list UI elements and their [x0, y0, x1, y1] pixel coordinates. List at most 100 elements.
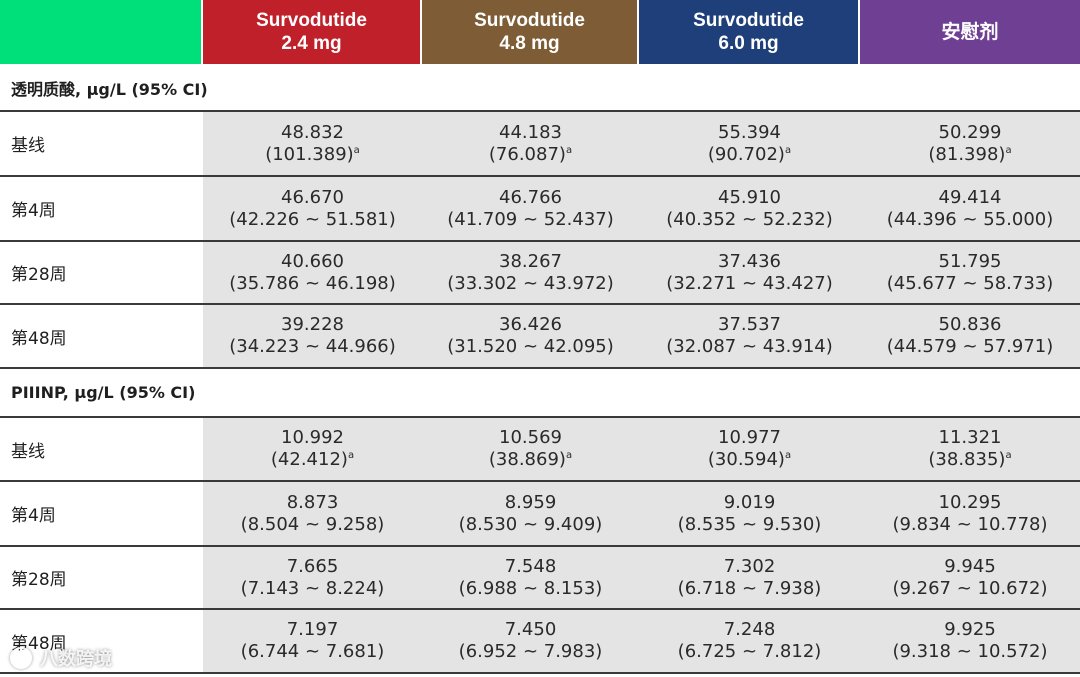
table-row: 第4周 8.873 (8.504 ~ 9.258) 8.959 (8.530 ~ 9… [0, 482, 1080, 547]
section-title-piiinp: PIIINP, μg/L (95% CI) [0, 369, 1080, 418]
value-main: 40.660 [281, 250, 344, 272]
value-main: 50.299 [938, 121, 1002, 143]
table-row: 第48周 39.228 (34.223 ~ 44.966) 36.426 (31.5… [0, 305, 1080, 369]
value-main: 9.925 [944, 619, 996, 640]
value-ci: (40.352 ~ 52.232) [666, 208, 833, 230]
value-cell: 7.302 (6.718 ~ 7.938) [639, 547, 860, 608]
table-row: 第28周 40.660 (35.786 ~ 46.198) 38.267 (33.3… [0, 242, 1080, 305]
value-ci: (6.952 ~ 7.983) [458, 641, 603, 662]
table-header: Survodutide 2.4 mg Survodutide 4.8 mg Su… [0, 0, 1080, 66]
value-ci: (9.318 ~ 10.572) [892, 641, 1048, 662]
value-main: 48.832 [281, 121, 344, 143]
value-main: 8.959 [504, 491, 557, 513]
value-ci: (35.786 ~ 46.198) [229, 272, 396, 294]
value-cell: 7.665 (7.143 ~ 8.224) [203, 547, 422, 608]
value-main: 50.836 [938, 314, 1002, 335]
value-cell: 46.670 (42.226 ~ 51.581) [203, 177, 422, 240]
value-main: 38.267 [499, 250, 562, 272]
section-title-hyaluronic-acid: 透明质酸, μg/L (95% CI) [0, 66, 1080, 112]
value-cell: 50.836 (44.579 ~ 57.971) [860, 305, 1080, 367]
row-label: 第28周 [0, 242, 203, 303]
value-main: 55.394 [718, 121, 781, 143]
value-ci: (44.579 ~ 57.971) [886, 336, 1054, 357]
value-main: 7.302 [723, 555, 776, 577]
value-main: 11.321 [938, 427, 1002, 448]
value-main: 9.019 [723, 491, 776, 513]
circle-logo-icon [10, 647, 32, 669]
watermark: 八数跨境 [10, 645, 112, 671]
value-ci: (34.223 ~ 44.966) [229, 336, 396, 357]
value-cell: 7.248 (6.725 ~ 7.812) [639, 610, 860, 672]
value-main: 7.248 [723, 619, 776, 640]
value-cell: 45.910 (40.352 ~ 52.232) [639, 177, 860, 240]
table-row: 第48周 7.197 (6.744 ~ 7.681) 7.450 (6.952 ~ … [0, 610, 1080, 674]
value-ci: (41.709 ~ 52.437) [447, 208, 614, 230]
value-cell: 38.267 (33.302 ~ 43.972) [422, 242, 639, 303]
value-ci: (6.988 ~ 8.153) [458, 577, 603, 599]
value-ci: (42.412)a [270, 449, 355, 470]
row-label: 基线 [0, 418, 203, 480]
table-row: 第28周 7.665 (7.143 ~ 8.224) 7.548 (6.988 ~ … [0, 547, 1080, 610]
header-label-line1: Survodutide [693, 10, 804, 31]
value-ci: (32.087 ~ 43.914) [666, 336, 833, 357]
value-ci: (81.398)a [928, 143, 1012, 165]
value-cell: 9.945 (9.267 ~ 10.672) [860, 547, 1080, 608]
value-ci: (76.087)a [488, 143, 573, 165]
value-cell: 8.873 (8.504 ~ 9.258) [203, 482, 422, 545]
value-cell: 8.959 (8.530 ~ 9.409) [422, 482, 639, 545]
value-ci: (33.302 ~ 43.972) [447, 272, 614, 294]
footnote-marker: a [1005, 450, 1012, 461]
value-main: 9.945 [944, 555, 996, 577]
value-main: 10.992 [281, 427, 344, 448]
value-main: 36.426 [499, 314, 562, 335]
value-ci: (45.677 ~ 58.733) [886, 272, 1054, 294]
value-main: 10.569 [499, 427, 562, 448]
table-row: 基线 10.992 (42.412)a 10.569 (38.869)a 10.97… [0, 418, 1080, 482]
value-ci: (32.271 ~ 43.427) [666, 272, 833, 294]
value-ci: (8.530 ~ 9.409) [458, 513, 603, 535]
header-col-survodutide-6-0mg: Survodutide 6.0 mg [639, 0, 860, 64]
footnote-marker: a [784, 450, 792, 461]
header-blank-cell [0, 0, 203, 64]
value-main: 44.183 [499, 121, 562, 143]
value-cell: 49.414 (44.396 ~ 55.000) [860, 177, 1080, 240]
value-main: 37.537 [718, 314, 781, 335]
value-cell: 9.019 (8.535 ~ 9.530) [639, 482, 860, 545]
value-cell: 39.228 (34.223 ~ 44.966) [203, 305, 422, 367]
footnote-marker: a [565, 144, 573, 156]
value-main: 39.228 [281, 314, 344, 335]
row-label: 第48周 [0, 610, 203, 672]
header-label-line2: 4.8 mg [499, 33, 560, 54]
value-cell: 50.299 (81.398)a [860, 112, 1080, 175]
value-cell: 55.394 (90.702)a [639, 112, 860, 175]
value-main: 49.414 [938, 186, 1002, 208]
value-main: 37.436 [718, 250, 781, 272]
value-cell: 40.660 (35.786 ~ 46.198) [203, 242, 422, 303]
value-main: 45.910 [718, 186, 781, 208]
header-col-survodutide-4-8mg: Survodutide 4.8 mg [422, 0, 639, 64]
value-ci: (38.835)a [928, 449, 1012, 470]
value-cell: 10.295 (9.834 ~ 10.778) [860, 482, 1080, 545]
value-cell: 48.832 (101.389)a [203, 112, 422, 175]
header-col-placebo: 安慰剂 [860, 0, 1080, 64]
value-main: 51.795 [938, 250, 1002, 272]
header-label-line1: Survodutide [256, 10, 367, 31]
value-ci: (7.143 ~ 8.224) [240, 577, 385, 599]
value-ci: (9.834 ~ 10.778) [892, 513, 1048, 535]
value-cell: 10.569 (38.869)a [422, 418, 639, 480]
value-ci: (38.869)a [488, 449, 573, 470]
value-main: 7.665 [286, 555, 339, 577]
value-main: 7.450 [504, 619, 557, 640]
value-main: 46.670 [281, 186, 344, 208]
footnote-marker: a [347, 450, 355, 461]
value-ci: (9.267 ~ 10.672) [892, 577, 1048, 599]
value-cell: 51.795 (45.677 ~ 58.733) [860, 242, 1080, 303]
value-cell: 7.197 (6.744 ~ 7.681) [203, 610, 422, 672]
row-label: 基线 [0, 112, 203, 175]
header-col-survodutide-2-4mg: Survodutide 2.4 mg [203, 0, 422, 64]
value-ci: (6.725 ~ 7.812) [677, 641, 822, 662]
value-cell: 46.766 (41.709 ~ 52.437) [422, 177, 639, 240]
value-ci: (6.744 ~ 7.681) [240, 641, 385, 662]
value-main: 7.548 [504, 555, 557, 577]
